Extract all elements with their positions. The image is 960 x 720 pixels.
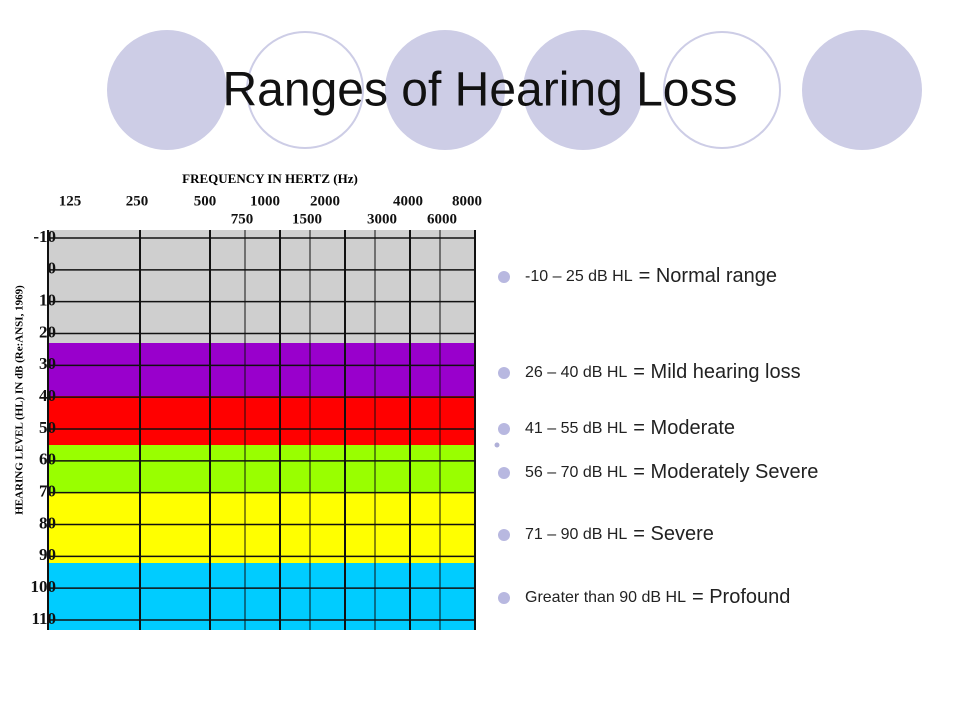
bullet-text: 41 – 55 dB HL = Moderate [525,417,735,439]
band-normal [48,230,475,343]
bullet-list: -10 – 25 dB HL = Normal range 26 – 40 dB H… [494,265,818,608]
audiogram: FREQUENCY IN HERTZ (Hz) HEARING LEVEL (H… [14,171,482,630]
circle [523,30,643,150]
level-label: 0 [48,259,57,278]
freq-label: 750 [231,211,254,227]
level-label: -10 [33,227,56,246]
category: = Profound [692,586,790,608]
category: = Moderately Severe [633,461,818,483]
category: = Moderate [633,417,735,439]
bullet-text: 26 – 40 dB HL = Mild hearing loss [525,361,801,383]
freq-label: 125 [59,193,82,209]
bullet-text: 71 – 90 dB HL = Severe [525,523,714,545]
stray-bullet [494,442,500,448]
band-moderate [48,396,475,445]
range: 71 – 90 dB HL [525,526,627,543]
circle [385,30,505,150]
bullet-text: Greater than 90 dB HL = Profound [525,586,790,608]
x-axis-title: FREQUENCY IN HERTZ (Hz) [182,171,358,186]
freq-label: 2000 [310,193,340,209]
level-label: 10 [39,291,56,310]
range: Greater than 90 dB HL [525,589,686,606]
bullet [498,529,510,541]
category: = Normal range [639,265,777,287]
bullet [498,467,510,479]
category: = Mild hearing loss [633,361,800,383]
level-label: 70 [39,482,56,501]
bullet-text: 56 – 70 dB HL = Moderately Severe [525,461,818,483]
level-label: 90 [39,545,56,564]
level-label: 100 [31,577,57,596]
freq-label: 1000 [250,193,280,209]
decor-circles [107,30,922,150]
bullet [498,367,510,379]
level-label: 30 [39,354,56,373]
freq-label: 6000 [427,211,457,227]
minor-grid [244,230,441,630]
freq-label: 8000 [452,193,482,209]
level-label: 60 [39,450,56,469]
band-severe [48,493,475,563]
band-mild [48,343,475,396]
category: = Severe [633,523,714,545]
bullet-text: -10 – 25 dB HL = Normal range [525,265,777,287]
level-label: 20 [39,322,56,341]
bullet [498,271,510,283]
range: 56 – 70 dB HL [525,464,627,481]
freq-label: 1500 [292,211,322,227]
circle [802,30,922,150]
band-profound [48,563,475,630]
bullet [498,423,510,435]
circle [246,31,364,149]
circle [663,31,781,149]
freq-label: 3000 [367,211,397,227]
bullet [498,592,510,604]
grid [47,230,476,630]
level-label: 80 [39,513,56,532]
freq-label: 500 [194,193,217,209]
level-label: 40 [39,386,56,405]
band-moderately-severe [48,445,475,493]
slide-title: Ranges of Hearing Loss [223,64,738,117]
circle [107,30,227,150]
level-label: 50 [39,418,56,437]
range: 41 – 55 dB HL [525,420,627,437]
range: -10 – 25 dB HL [525,268,633,285]
y-axis-title: HEARING LEVEL (HL) IN dB (Re:ANSI, 1969) [14,285,26,515]
freq-label: 4000 [393,193,423,209]
freq-label: 250 [126,193,149,209]
range: 26 – 40 dB HL [525,364,627,381]
level-label: 110 [31,609,56,628]
